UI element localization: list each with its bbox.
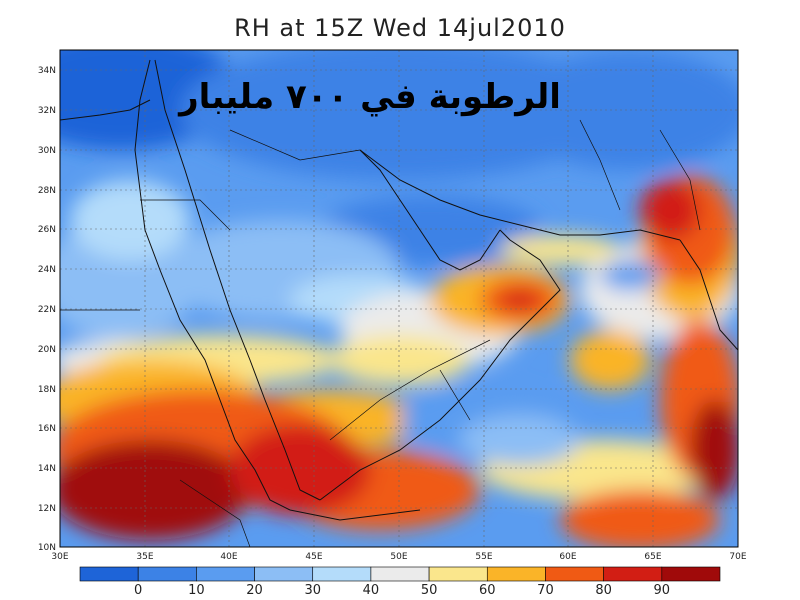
lat-tick: 32N [38, 106, 56, 116]
colorbar: 0 10 20 30 40 50 60 70 80 90 [79, 566, 721, 598]
colorbar-swatch [254, 566, 314, 582]
lat-tick: 34N [38, 66, 56, 76]
colorbar-label: 0 [134, 583, 142, 598]
lat-tick: 26N [38, 225, 56, 235]
lon-tick: 30E [51, 552, 68, 562]
lat-tick: 14N [38, 464, 56, 474]
lon-tick: 45E [305, 552, 322, 562]
lat-labels: 10N 12N 14N 16N 18N 20N 22N 24N 26N 28N … [38, 66, 56, 553]
lon-tick: 70E [729, 552, 746, 562]
colorbar-swatch [545, 566, 604, 582]
colorbar-label: 60 [479, 583, 496, 598]
colorbar-label: 40 [363, 583, 380, 598]
colorbar-swatch [428, 566, 488, 582]
lon-tick: 65E [644, 552, 661, 562]
colorbar-label: 20 [246, 583, 263, 598]
map-title: RH at 15Z Wed 14jul2010 [234, 14, 566, 42]
colorbar-swatch [486, 566, 546, 582]
colorbar-swatch [79, 566, 139, 582]
lon-tick: 60E [559, 552, 576, 562]
colorbar-swatch [370, 566, 430, 582]
colorbar-label: 10 [188, 583, 205, 598]
lat-tick: 30N [38, 146, 56, 156]
colorbar-label: 70 [537, 583, 554, 598]
colorbar-label: 30 [304, 583, 321, 598]
lat-lon-grid [60, 50, 738, 547]
lon-tick: 50E [390, 552, 407, 562]
lat-tick: 28N [38, 186, 56, 196]
overlay-arabic-text: الرطوبة في ٧٠٠ مليبار [177, 77, 561, 117]
lat-tick: 20N [38, 345, 56, 355]
lon-tick: 40E [220, 552, 237, 562]
lat-tick: 12N [38, 504, 56, 514]
humidity-field: الرطوبة في ٧٠٠ مليبار [60, 50, 738, 547]
colorbar-swatch [661, 566, 721, 582]
lat-tick: 16N [38, 424, 56, 434]
coastlines [60, 59, 738, 547]
lon-labels: 30E 35E 40E 45E 50E 55E 60E 65E 70E [51, 552, 746, 562]
lon-tick: 35E [136, 552, 153, 562]
colorbar-label: 90 [654, 583, 671, 598]
colorbar-swatch [312, 566, 372, 582]
colorbar-label: 80 [595, 583, 612, 598]
colorbar-swatch [137, 566, 197, 582]
colorbar-label: 50 [421, 583, 438, 598]
lat-tick: 22N [38, 305, 56, 315]
lat-tick: 24N [38, 265, 56, 275]
lon-tick: 55E [475, 552, 492, 562]
lat-tick: 18N [38, 385, 56, 395]
map-frame [59, 49, 739, 548]
colorbar-swatch [603, 566, 663, 582]
colorbar-swatch [196, 566, 255, 582]
lat-tick: 10N [38, 543, 56, 553]
